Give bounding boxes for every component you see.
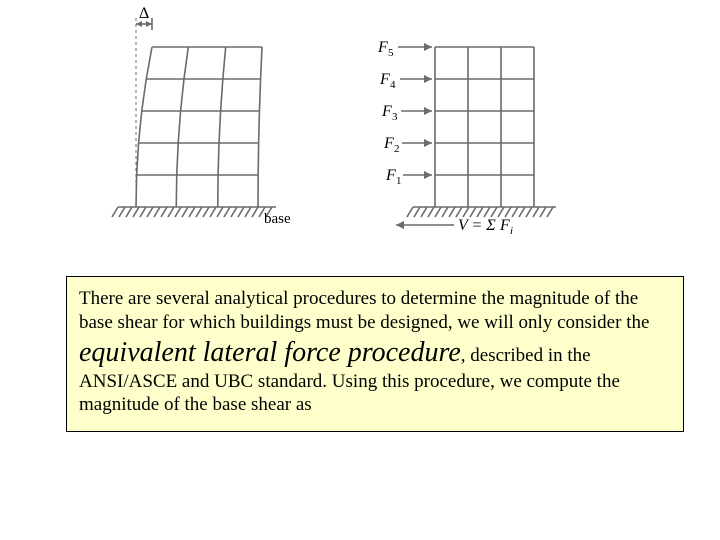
svg-text:F: F	[383, 135, 394, 152]
svg-text:5: 5	[388, 47, 394, 59]
explanation-paragraph: There are several analytical procedures …	[79, 287, 671, 417]
procedure-name: equivalent lateral force procedure	[79, 337, 461, 368]
svg-text:3: 3	[392, 111, 398, 123]
svg-text:F: F	[499, 217, 510, 234]
structural-diagram: ΔbaseF5F4F3F2F1V = ΣFi	[0, 0, 720, 260]
svg-text:V = Σ: V = Σ	[458, 217, 496, 234]
explanation-box: There are several analytical procedures …	[66, 276, 684, 432]
svg-text:i: i	[510, 225, 513, 237]
svg-text:2: 2	[394, 143, 400, 155]
svg-text:4: 4	[390, 79, 396, 91]
svg-text:F: F	[381, 103, 392, 120]
svg-text:base: base	[264, 211, 291, 227]
body-text-1: There are several analytical procedures …	[79, 288, 649, 333]
svg-text:F: F	[377, 39, 388, 56]
svg-text:F: F	[379, 71, 390, 88]
svg-text:F: F	[385, 167, 396, 184]
svg-text:1: 1	[396, 175, 402, 187]
svg-text:Δ: Δ	[139, 5, 149, 22]
